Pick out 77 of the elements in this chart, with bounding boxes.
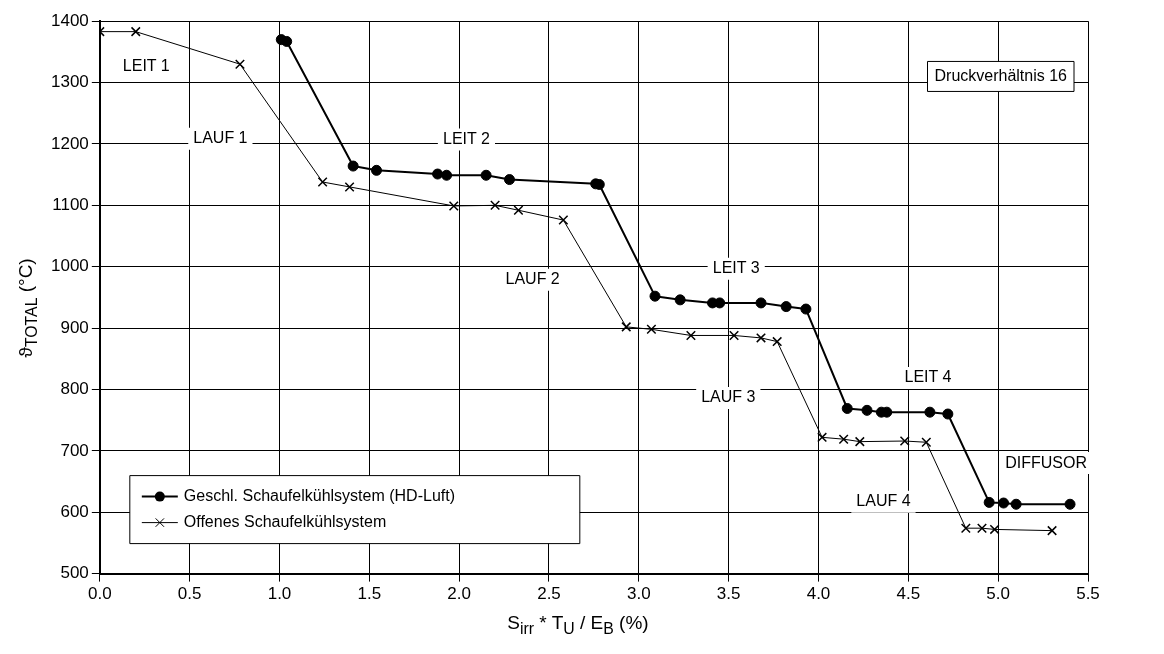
point bbox=[729, 330, 740, 341]
point bbox=[921, 437, 932, 448]
annotation: LEIT 3 bbox=[712, 259, 760, 277]
point bbox=[317, 177, 328, 187]
y-tick-label: 800 bbox=[60, 379, 89, 399]
point bbox=[983, 496, 995, 508]
point bbox=[448, 200, 459, 211]
x-tick-label: 5.0 bbox=[986, 584, 1010, 604]
point bbox=[685, 330, 696, 341]
point bbox=[977, 523, 987, 534]
point bbox=[371, 164, 383, 176]
annotation: LEIT 1 bbox=[122, 56, 170, 74]
point bbox=[1064, 498, 1076, 510]
point bbox=[841, 402, 853, 414]
x-tick-label: 4.5 bbox=[896, 584, 921, 604]
point bbox=[234, 59, 245, 70]
point bbox=[490, 200, 501, 211]
point bbox=[674, 294, 686, 306]
legend-label: Offenes Schaufelkühlsystem bbox=[183, 513, 387, 531]
legend-label: Geschl. Schaufelkühlsystem (HD-Luft) bbox=[183, 487, 456, 505]
annotation: LAUF 1 bbox=[193, 129, 248, 147]
point bbox=[130, 26, 141, 37]
y-tick-label: 1000 bbox=[50, 256, 89, 276]
y-tick-label: 500 bbox=[60, 563, 89, 583]
annotation: LEIT 2 bbox=[443, 129, 490, 147]
point bbox=[621, 321, 632, 332]
y-tick-label: 600 bbox=[60, 501, 89, 521]
point bbox=[649, 290, 661, 302]
annotation: LAUF 4 bbox=[856, 492, 911, 510]
point bbox=[838, 434, 849, 445]
x-tick-label: 1.0 bbox=[267, 584, 292, 604]
point bbox=[503, 174, 515, 186]
point bbox=[800, 303, 812, 315]
point bbox=[755, 297, 767, 309]
x-tick-label: 4.0 bbox=[806, 584, 831, 604]
point bbox=[924, 406, 936, 418]
x-tick-label: 3.5 bbox=[716, 584, 741, 604]
point bbox=[861, 404, 873, 416]
x-tick-label: 1.5 bbox=[357, 584, 382, 604]
x-tick-label: 0.5 bbox=[177, 584, 202, 604]
point bbox=[854, 436, 865, 447]
y-tick-label: 700 bbox=[60, 440, 89, 460]
point bbox=[344, 181, 355, 192]
point bbox=[780, 301, 792, 313]
point bbox=[817, 432, 828, 443]
annotation: DIFFUSOR bbox=[1005, 453, 1087, 471]
annotation: LAUF 3 bbox=[701, 388, 756, 406]
point bbox=[989, 524, 1000, 535]
y-tick-label: 900 bbox=[60, 317, 89, 337]
y-tick-label: 1400 bbox=[50, 10, 89, 30]
point bbox=[899, 436, 910, 447]
point bbox=[772, 336, 783, 347]
point bbox=[1010, 498, 1022, 510]
point bbox=[281, 35, 293, 47]
point bbox=[756, 332, 766, 343]
point bbox=[480, 169, 492, 181]
annotation: Druckverhältnis 16 bbox=[934, 66, 1068, 84]
point bbox=[1047, 525, 1058, 536]
annotation: LAUF 2 bbox=[505, 270, 560, 288]
point bbox=[441, 169, 453, 181]
y-tick-label: 1100 bbox=[52, 195, 89, 215]
x-axis-title: S$_{irr}$ * T$_{U}$ / E$_{B}$ (%) bbox=[506, 612, 650, 638]
point bbox=[998, 497, 1010, 509]
annotation: LEIT 4 bbox=[904, 368, 952, 386]
point bbox=[347, 160, 359, 172]
y-tick-label: 1300 bbox=[50, 72, 89, 92]
point bbox=[558, 215, 569, 226]
x-tick-label: 2.5 bbox=[537, 584, 561, 604]
x-tick-label: 2.0 bbox=[447, 584, 471, 604]
y-tick-label: 1200 bbox=[50, 133, 89, 153]
point bbox=[513, 205, 524, 216]
x-tick-label: 3.0 bbox=[627, 584, 651, 604]
x-tick-label: 0.0 bbox=[88, 584, 112, 604]
point bbox=[942, 408, 954, 420]
x-tick-label: 5.5 bbox=[1076, 584, 1100, 604]
point bbox=[960, 523, 971, 534]
point bbox=[646, 324, 657, 335]
